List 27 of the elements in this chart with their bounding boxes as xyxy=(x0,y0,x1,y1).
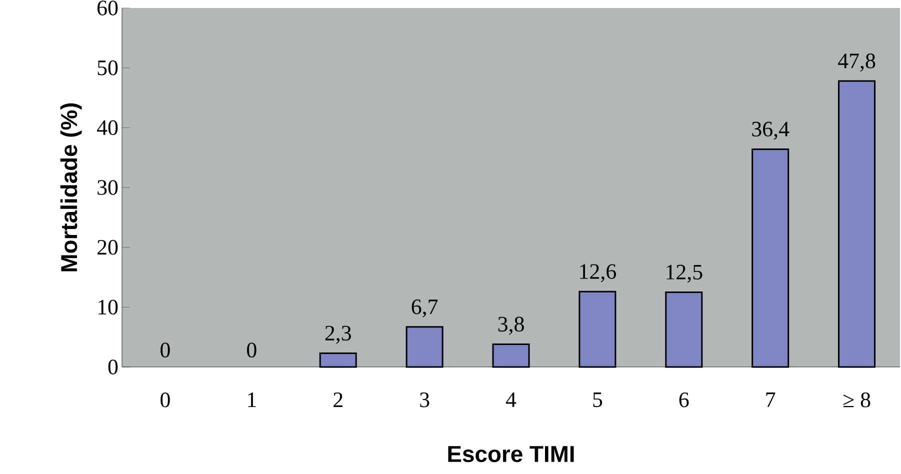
y-tick-label: 50 xyxy=(98,60,118,76)
x-tick-label: 7 xyxy=(766,392,776,407)
y-tick-label: 60 xyxy=(98,0,118,16)
data-label: 0 xyxy=(160,342,170,358)
data-label: 12,5 xyxy=(666,264,702,283)
y-tick-label: 20 xyxy=(98,240,118,255)
y-tick-label: 10 xyxy=(98,300,118,315)
x-tick-label: 2 xyxy=(334,392,342,408)
data-label: 12,6 xyxy=(580,264,616,282)
x-tick-label: 5 xyxy=(593,392,602,408)
y-tick-label: 0 xyxy=(108,360,118,374)
x-tick-label: 4 xyxy=(506,392,516,407)
x-tick-label: 6 xyxy=(679,392,689,408)
data-label: 3,8 xyxy=(498,316,524,335)
x-axis-title: Escore TIMI xyxy=(448,446,574,462)
data-label: 36,4 xyxy=(752,122,790,140)
data-label: 2,3 xyxy=(325,326,351,344)
x-tick-label: ≥ 8 xyxy=(843,392,870,408)
y-tick-label: 40 xyxy=(96,120,118,136)
x-tick-label: 0 xyxy=(160,392,170,408)
x-tick-label: 1 xyxy=(248,392,256,407)
y-tick-label: 30 xyxy=(98,180,118,195)
data-label: 0 xyxy=(247,342,256,358)
data-label: 47,8 xyxy=(838,54,876,72)
y-axis-title: Mortalidade (%) xyxy=(60,103,82,272)
x-tick-label: 3 xyxy=(420,392,430,408)
data-label: 6,7 xyxy=(412,299,438,318)
